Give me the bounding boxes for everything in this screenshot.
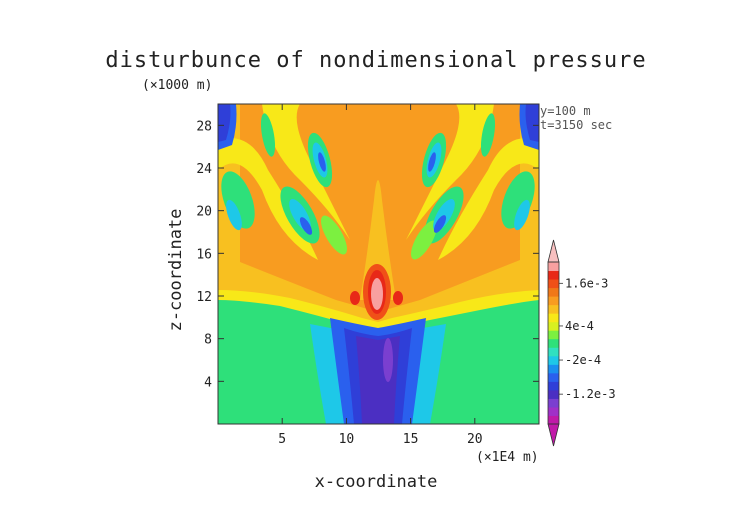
field-lobe-r4	[411, 220, 437, 260]
colorbar-frame	[547, 261, 560, 425]
colorbar-segment	[548, 287, 559, 297]
colorbar-segment	[548, 304, 559, 314]
colorbar-segment	[548, 415, 559, 425]
colorbar-segment	[548, 279, 559, 289]
x-tick-label: 15	[403, 432, 419, 447]
colorbar-label: -1.2e-3	[565, 387, 616, 401]
field-left-wave-a	[218, 138, 318, 260]
colorbar-label: 4e-4	[565, 319, 594, 333]
field-lobe-l7	[299, 217, 313, 235]
annotation-time: t=3150 sec	[540, 118, 613, 132]
colorbar-segment	[548, 296, 559, 306]
annotation-y: y=100 m	[540, 104, 591, 118]
plot-field	[218, 104, 539, 424]
field-lobe-r7	[433, 215, 447, 233]
field-jet-side-left	[350, 291, 360, 305]
y-axis-label: z-coordinate	[166, 208, 186, 332]
z-unit-label: (×1000 m)	[142, 78, 213, 93]
chart-title: disturbunce of nondimensional pressure	[105, 48, 647, 73]
y-axis: 4 8 12 16 20 24 28	[196, 119, 539, 390]
colorbar-label: -2e-4	[565, 353, 601, 367]
colorbar-segment	[548, 389, 559, 399]
field-corner-right-deep	[525, 104, 539, 142]
y-tick-label: 4	[204, 375, 212, 390]
field-lobe-r8	[428, 152, 436, 172]
colorbar-segment	[548, 313, 559, 323]
y-tick-label: 8	[204, 333, 212, 348]
colorbar-min-arrow	[547, 423, 560, 447]
field-jet-pink	[371, 278, 383, 310]
field-column-core	[356, 336, 400, 424]
y-tick-label: 28	[196, 119, 212, 134]
field-right-wave-a	[438, 138, 539, 260]
x-tick-label: 10	[339, 432, 355, 447]
y-tick-label: 24	[196, 162, 212, 177]
colorbar-segment	[548, 406, 559, 416]
colorbar-segment	[548, 398, 559, 408]
x-axis: 5 10 15 20	[278, 104, 483, 447]
field-lobe-l10	[260, 113, 276, 157]
y-tick-label: 16	[196, 247, 212, 262]
x-tick-label: 20	[467, 432, 483, 447]
field-jet-side-right	[393, 291, 403, 305]
x-tick-label: 5	[278, 432, 286, 447]
colorbar-segment	[548, 347, 559, 357]
y-tick-label: 12	[196, 290, 212, 305]
field-left-wave-b	[262, 104, 350, 240]
field-lobe-r10	[480, 113, 496, 157]
colorbar-segment	[548, 372, 559, 382]
plot-frame	[217, 103, 540, 425]
field-corner-left-deep	[218, 104, 231, 142]
y-tick-label: 20	[196, 205, 212, 220]
colorbar-segment	[548, 270, 559, 280]
colorbar-label: 1.6e-3	[565, 276, 608, 290]
field-lobe-l8	[318, 152, 326, 172]
field-lobe-l9	[226, 199, 242, 231]
x-unit-label: (×1E4 m)	[476, 450, 539, 465]
field-column-purple	[383, 338, 393, 382]
colorbar-segment	[548, 330, 559, 340]
field-lobe-r9	[514, 199, 530, 231]
field-right-wave-b	[406, 104, 494, 240]
colorbar-segment	[548, 262, 559, 272]
colorbar-max-arrow	[547, 239, 560, 263]
colorbar-segment	[548, 381, 559, 391]
field-lobe-l4	[321, 215, 347, 255]
colorbar-segment	[548, 338, 559, 348]
colorbar-segment	[548, 364, 559, 374]
x-axis-label: x-coordinate	[314, 472, 438, 492]
colorbar-segment	[548, 321, 559, 331]
colorbar-segment	[548, 355, 559, 365]
colorbar: 1.6e-3 4e-4 -2e-4 -1.2e-3	[547, 239, 616, 447]
